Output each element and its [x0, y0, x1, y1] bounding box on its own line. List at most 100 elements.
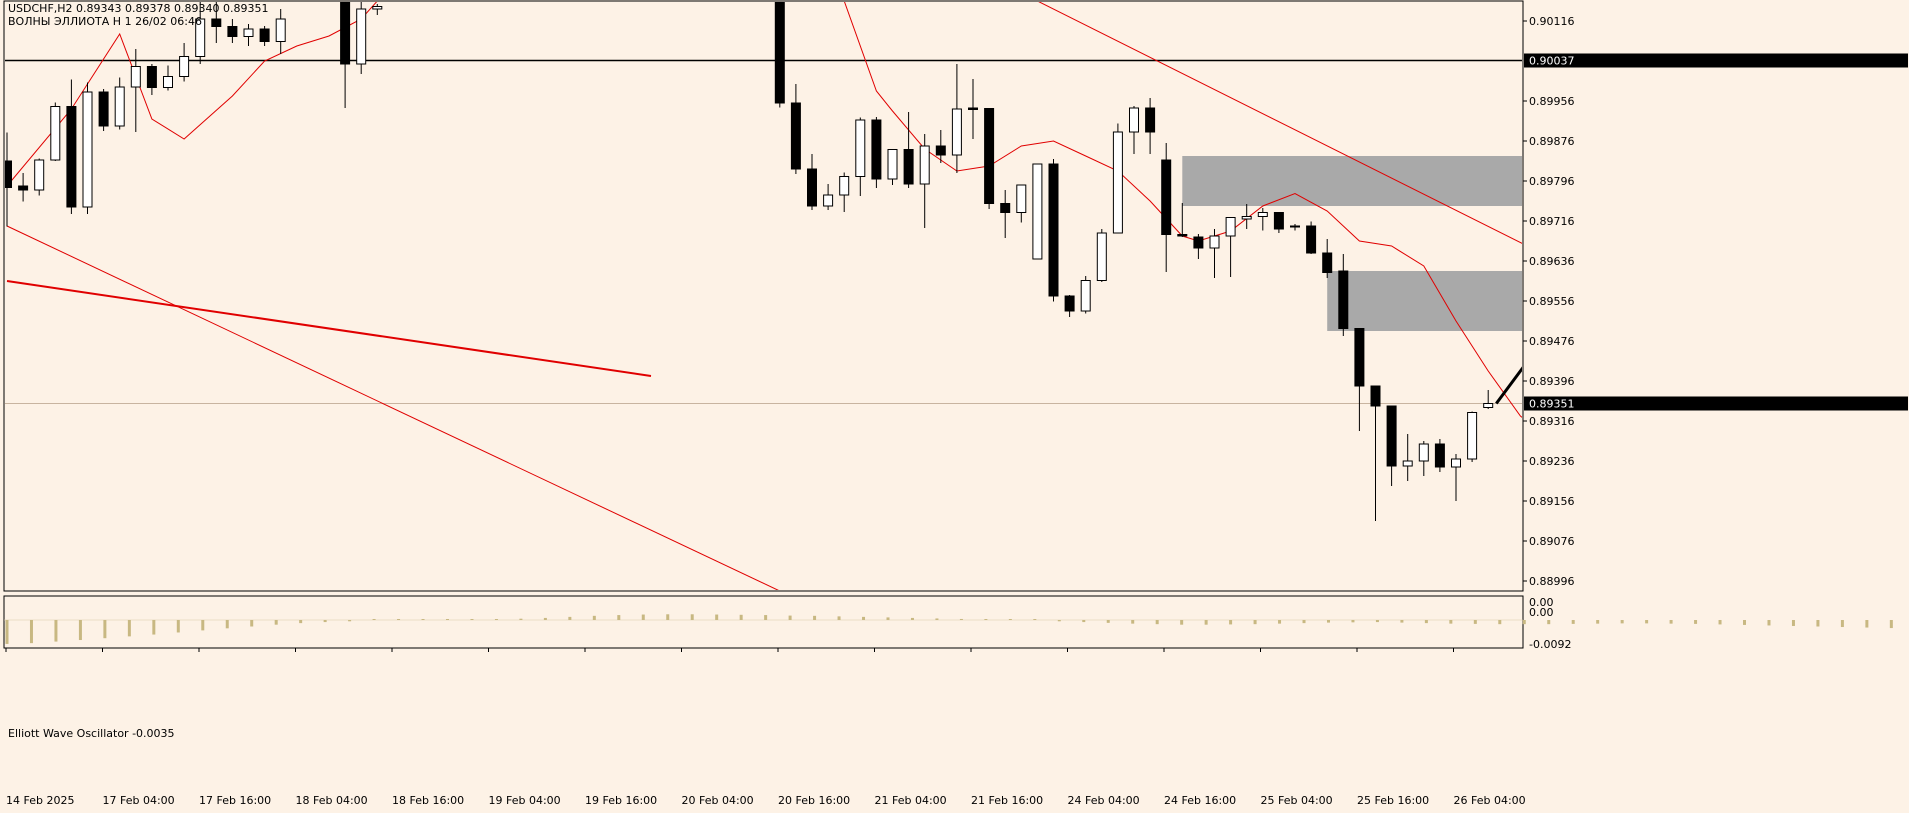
candle-body-8: [130, 66, 141, 88]
level-price-badge-bg: [1524, 53, 1908, 68]
x-tick-label-15: 26 Feb 04:00: [1454, 794, 1526, 807]
oscillator-frame: [3, 595, 1524, 649]
candle-body-68: [1096, 232, 1107, 281]
x-tick-label-13: 25 Feb 04:00: [1261, 794, 1333, 807]
candle-body-50: [807, 168, 817, 207]
x-tick-label-2: 17 Feb 16:00: [199, 794, 271, 807]
candle-body-12: [195, 18, 206, 57]
candle-body-21: [340, 2, 351, 65]
candle-body-89: [1434, 443, 1445, 468]
y-tick-label-9: 0.89316: [1529, 415, 1575, 428]
y-tick-label-6: 0.89556: [1529, 295, 1575, 308]
candle-body-5: [82, 91, 93, 208]
candle-body-86: [1386, 405, 1397, 467]
candle-body-11: [179, 56, 190, 77]
y-tick-label-12: 0.89076: [1529, 535, 1575, 548]
candle-body-84: [1354, 328, 1365, 387]
candle-body-91: [1467, 412, 1478, 460]
candle-body-87: [1402, 460, 1413, 467]
candle-body-67: [1080, 280, 1091, 312]
candle-body-88: [1418, 443, 1429, 462]
supply-zone-1: [1327, 271, 1522, 331]
candle-body-80: [1290, 225, 1300, 228]
candle-body-77: [1241, 216, 1252, 220]
x-tick-label-9: 21 Feb 04:00: [875, 794, 947, 807]
x-tick-label-6: 19 Feb 16:00: [585, 794, 657, 807]
candle-body-83: [1338, 270, 1349, 329]
candle-body-62: [1000, 203, 1011, 213]
forecast-arrowhead-1: [1557, 306, 1569, 320]
candle-body-64: [1032, 163, 1043, 260]
y-tick-label-11: 0.89156: [1529, 495, 1575, 508]
x-tick-label-11: 24 Feb 04:00: [1068, 794, 1140, 807]
main-plot-frame: [3, 0, 1524, 592]
x-tick-label-5: 19 Feb 04:00: [489, 794, 561, 807]
level-price-badge: 0.90037: [1529, 55, 1575, 68]
candle-body-69: [1112, 131, 1123, 234]
candle-body-1: [18, 185, 29, 191]
y-tick-label-8: 0.89396: [1529, 375, 1575, 388]
y-tick-label-13: 0.88996: [1529, 575, 1575, 588]
x-tick-label-14: 25 Feb 16:00: [1357, 794, 1429, 807]
forecast-arrowhead-2: [1581, 357, 1591, 371]
candle-body-7: [114, 86, 125, 127]
trendline-0: [6, 225, 779, 590]
candle-body-90: [1451, 458, 1461, 468]
candle-body-23: [372, 6, 383, 10]
y-tick-label-10: 0.89236: [1529, 455, 1575, 468]
forecast-arrowhead-3: [1608, 286, 1618, 300]
candle-body-22: [356, 8, 367, 65]
candle-body-53: [855, 119, 866, 177]
candle-body-63: [1016, 184, 1027, 213]
candle-body-78: [1257, 212, 1268, 217]
x-tick-label-10: 21 Feb 16:00: [971, 794, 1043, 807]
y-tick-label-3: 0.89796: [1529, 175, 1575, 188]
candle-body-56: [903, 149, 914, 185]
x-tick-label-3: 18 Feb 04:00: [296, 794, 368, 807]
candle-body-10: [163, 76, 173, 88]
oscillator-axis-label-0: 0.00: [1529, 596, 1554, 609]
candle-body-79: [1273, 212, 1284, 230]
candle-body-17: [275, 18, 286, 42]
symbol-ohlc-header: USDCHF,H2 0.89343 0.89378 0.89340 0.8935…: [8, 2, 269, 15]
candle-body-58: [935, 145, 946, 156]
indicator-label: ВОЛНЫ ЭЛЛИОТА H 1 26/02 06:46: [8, 15, 202, 28]
x-tick-label-7: 20 Feb 04:00: [682, 794, 754, 807]
candle-body-92: [1483, 403, 1494, 408]
candle-body-54: [871, 119, 882, 180]
candle-body-61: [984, 108, 995, 204]
y-tick-label-5: 0.89636: [1529, 255, 1575, 268]
candle-body-65: [1048, 163, 1059, 297]
candle-body-76: [1225, 217, 1236, 237]
candle-body-55: [887, 149, 898, 180]
y-tick-label-0: 0.90116: [1529, 15, 1575, 28]
candle-body-59: [951, 108, 962, 156]
candle-body-85: [1370, 385, 1381, 407]
candle-body-6: [98, 91, 109, 127]
candle-body-71: [1145, 107, 1156, 133]
candle-body-14: [227, 26, 238, 37]
candle-body-48: [774, 2, 785, 104]
oscillator-axis-label-1: 0.00: [1529, 606, 1554, 619]
candle-body-74: [1193, 236, 1204, 249]
candle-body-16: [259, 28, 270, 42]
current-price-badge-bg: [1524, 396, 1908, 411]
x-tick-label-4: 18 Feb 16:00: [392, 794, 464, 807]
forecast-arrowhead-4: [1658, 517, 1669, 531]
moving-average-line-0: [6, 2, 378, 187]
candle-body-73: [1177, 234, 1188, 237]
oscillator-axis-label-2: -0.0092: [1529, 638, 1571, 651]
candle-body-81: [1306, 225, 1317, 254]
candle-body-49: [790, 102, 801, 170]
x-tick-label-0: 14 Feb 2025: [6, 794, 74, 807]
candle-body-72: [1161, 159, 1172, 235]
candle-body-9: [146, 66, 157, 88]
x-tick-label-12: 24 Feb 16:00: [1164, 794, 1236, 807]
candle-body-4: [66, 106, 77, 208]
y-tick-label-7: 0.89476: [1529, 335, 1575, 348]
trendline-1: [6, 280, 652, 377]
main-plot-layer: [5, 2, 1669, 590]
candle-body-57: [919, 145, 930, 185]
